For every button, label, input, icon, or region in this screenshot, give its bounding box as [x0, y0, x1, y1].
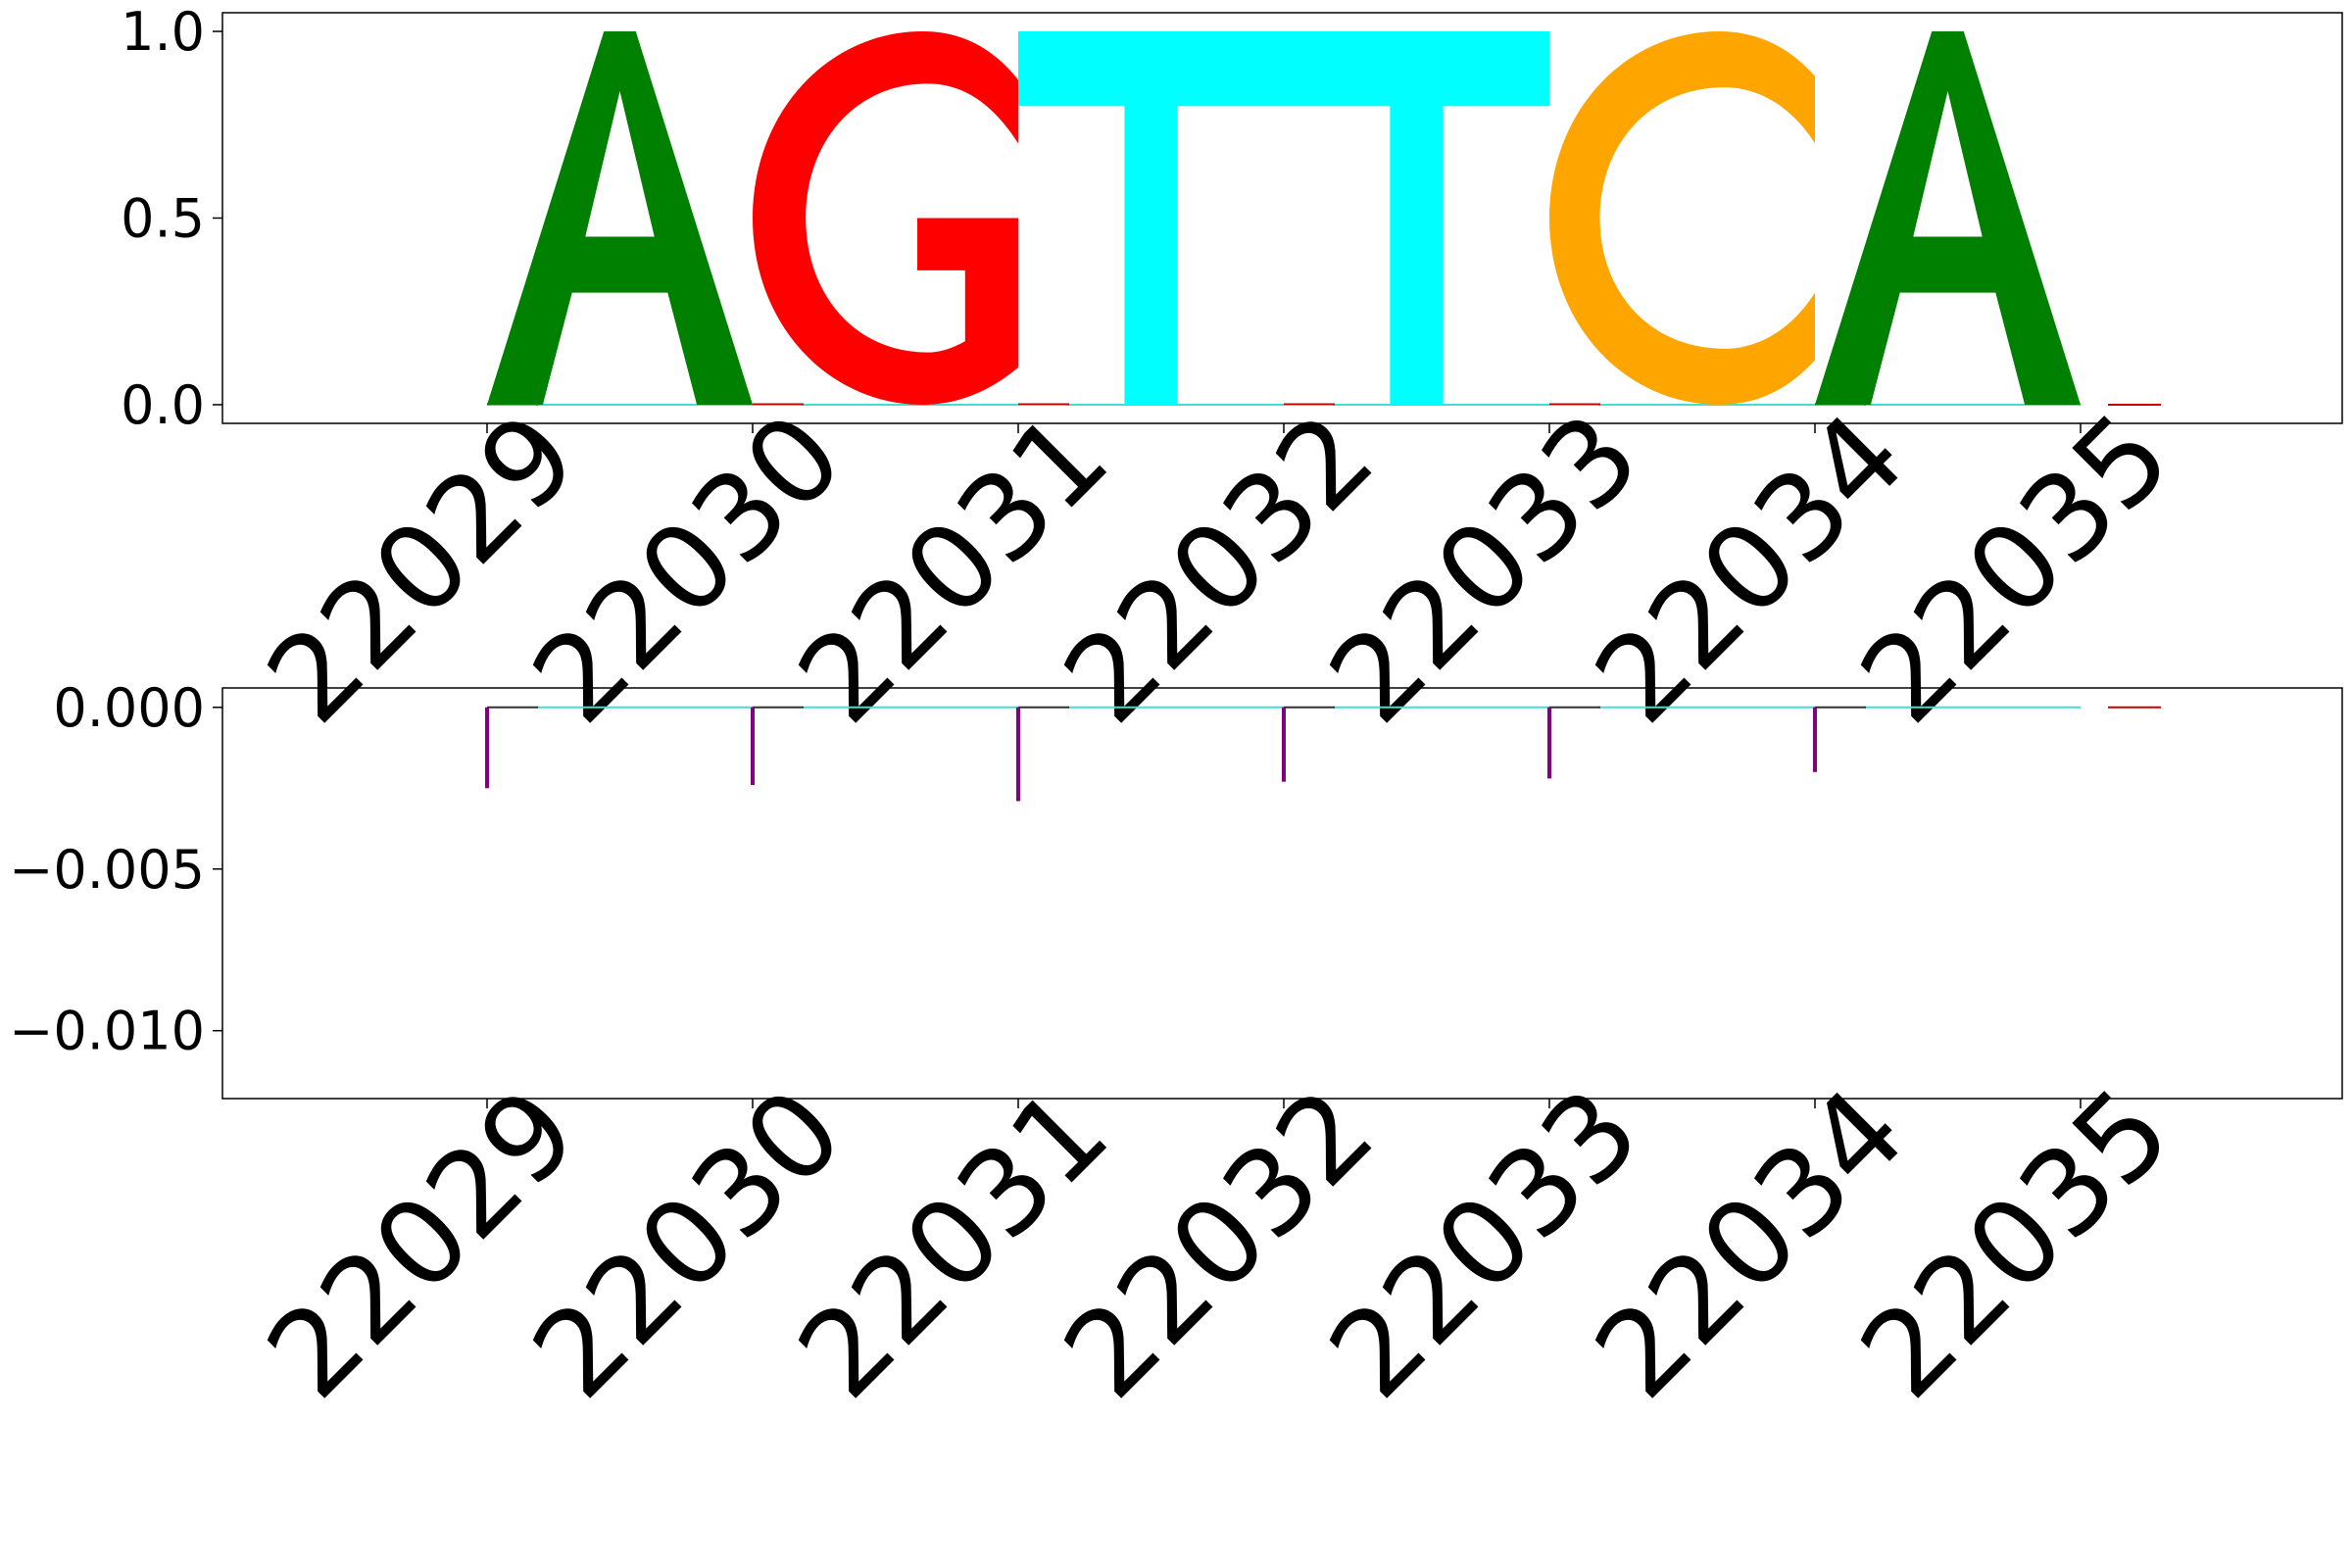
bar — [485, 707, 489, 789]
logo-letter-a — [1815, 31, 2081, 405]
bar-panel: 0.000 −0.005 −0.010 2202922030220312203222… — [9, 677, 2343, 1424]
bar — [1813, 707, 1817, 772]
logo-letter-a — [487, 31, 753, 405]
letter-glyph — [1284, 31, 1549, 405]
bar — [751, 707, 755, 785]
logo-y-axis: 0.0 0.5 1.0 — [121, 1, 222, 436]
logo-ytick-label: 1.0 — [121, 1, 205, 63]
letter-glyph — [487, 31, 753, 405]
bar — [1547, 707, 1551, 779]
bar-y-axis: 0.000 −0.005 −0.010 — [9, 677, 222, 1062]
logo-letter-g — [753, 31, 1018, 405]
logo-letter-c — [1549, 31, 1815, 405]
logo-panel: 0.0 0.5 1.0 220292203022031220322203322034… — [121, 1, 2343, 749]
bar-marks — [485, 707, 1817, 802]
bar-ytick-label: 0.000 — [53, 677, 205, 739]
logo-ytick-label: 0.5 — [121, 188, 205, 250]
bar — [1282, 707, 1286, 782]
letter-glyph — [753, 31, 1018, 405]
bar-xtick-label: 22035 — [1836, 1063, 2196, 1424]
bar — [1016, 707, 1020, 802]
logo-ytick-label: 0.0 — [121, 374, 205, 436]
letter-glyph — [1549, 31, 1815, 405]
letter-glyph — [1815, 31, 2081, 405]
bar-axes-frame — [221, 687, 2343, 1100]
letter-glyph — [1018, 31, 1284, 405]
logo-letter-t — [1018, 31, 1284, 405]
logo-xtick-label: 22035 — [1836, 388, 2196, 749]
bar-ytick-label: −0.005 — [9, 839, 205, 901]
logo-letter-t — [1284, 31, 1549, 405]
logo-letters — [487, 31, 2081, 405]
bar-ytick-label: −0.010 — [9, 1001, 205, 1062]
